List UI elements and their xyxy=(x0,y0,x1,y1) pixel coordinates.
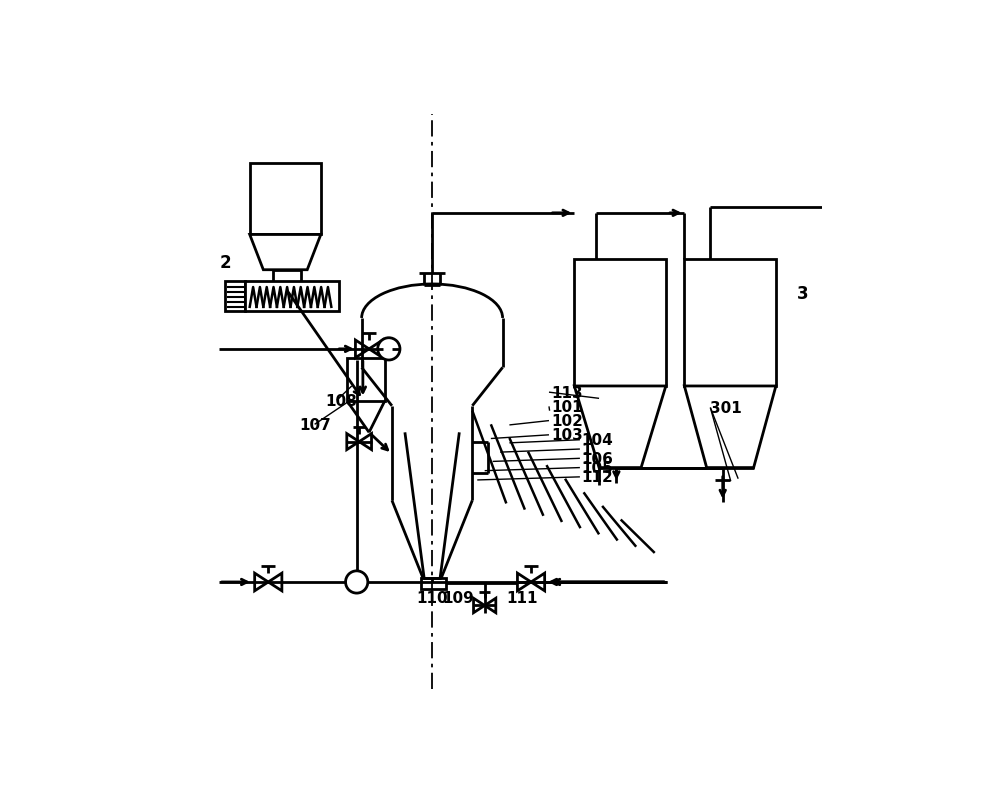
Bar xyxy=(250,164,321,235)
Bar xyxy=(273,270,301,291)
Polygon shape xyxy=(255,573,268,591)
Bar xyxy=(421,578,446,589)
Text: 106: 106 xyxy=(582,452,614,466)
Polygon shape xyxy=(517,573,531,591)
Text: 103: 103 xyxy=(551,427,583,443)
Polygon shape xyxy=(359,434,372,450)
Text: 112: 112 xyxy=(582,470,614,484)
Polygon shape xyxy=(474,598,485,613)
Polygon shape xyxy=(574,387,666,468)
Text: 101: 101 xyxy=(551,399,582,415)
Text: 113: 113 xyxy=(551,385,582,400)
Text: 104: 104 xyxy=(582,433,614,448)
Polygon shape xyxy=(485,598,496,613)
Text: 108: 108 xyxy=(326,393,358,408)
Text: 110: 110 xyxy=(417,590,448,606)
Polygon shape xyxy=(369,341,383,358)
Text: 3: 3 xyxy=(797,285,809,303)
Polygon shape xyxy=(268,573,282,591)
Polygon shape xyxy=(531,573,545,591)
Text: 301: 301 xyxy=(710,401,742,415)
Bar xyxy=(245,282,339,311)
Bar xyxy=(684,260,776,387)
Bar xyxy=(225,282,245,311)
Text: 107: 107 xyxy=(299,417,331,432)
Polygon shape xyxy=(355,341,369,358)
Bar xyxy=(574,260,666,387)
Circle shape xyxy=(378,338,400,361)
Text: 111: 111 xyxy=(506,590,538,606)
Polygon shape xyxy=(250,235,321,270)
Bar xyxy=(347,358,385,402)
Text: 109: 109 xyxy=(443,590,474,606)
Polygon shape xyxy=(684,387,776,468)
Text: 1: 1 xyxy=(582,442,592,457)
Text: 105: 105 xyxy=(582,460,614,476)
Circle shape xyxy=(346,571,368,593)
Text: 102: 102 xyxy=(551,414,583,428)
Polygon shape xyxy=(347,434,359,450)
Text: 2: 2 xyxy=(220,254,232,272)
